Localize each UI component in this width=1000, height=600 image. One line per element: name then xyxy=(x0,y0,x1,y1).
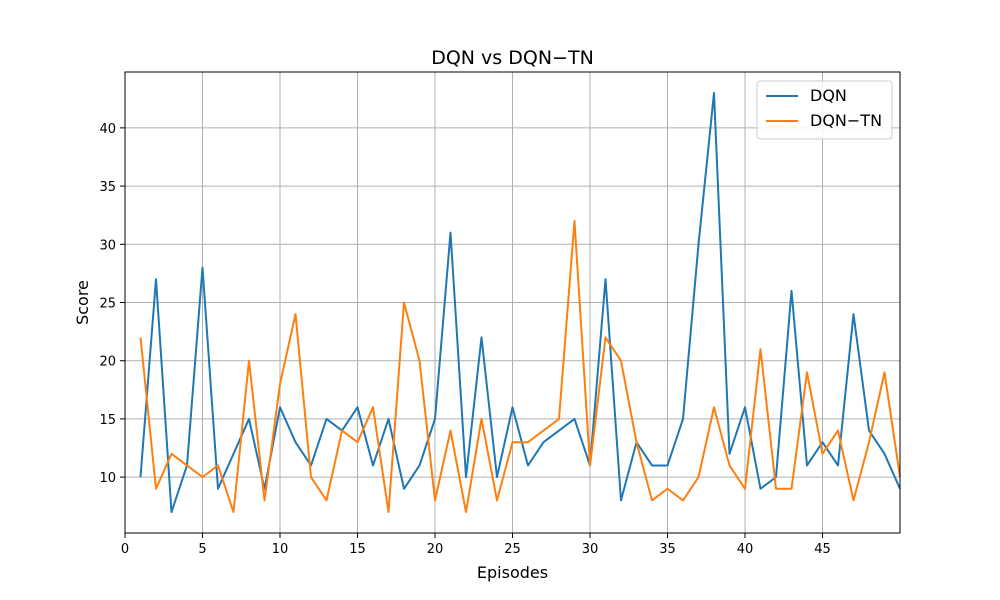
x-tick-label: 5 xyxy=(198,542,206,557)
x-tick-label: 25 xyxy=(504,542,521,557)
grid-lines xyxy=(124,72,900,533)
series-layer xyxy=(139,91,901,514)
x-tick-label: 30 xyxy=(582,542,599,557)
x-tick-label: 45 xyxy=(814,542,831,557)
y-tick-label: 30 xyxy=(99,238,116,253)
y-tick-label: 20 xyxy=(99,355,116,370)
legend: DQN DQN−TN xyxy=(756,80,893,140)
x-tick-label: 10 xyxy=(272,542,289,557)
y-tick-label: 40 xyxy=(99,122,116,137)
y-tick-label: 10 xyxy=(99,471,116,486)
x-tick-label: 0 xyxy=(121,542,129,557)
chart-title: DQN vs DQN−TN xyxy=(431,47,594,69)
y-tick-label: 25 xyxy=(99,297,116,312)
y-tick-label: 15 xyxy=(99,413,116,428)
y-tick-label: 35 xyxy=(99,180,116,195)
x-tick-label: 35 xyxy=(659,542,676,557)
series-line-dqn-tn xyxy=(139,220,901,514)
legend-label-dqn-tn: DQN−TN xyxy=(810,111,882,130)
x-tick-label: 15 xyxy=(349,542,366,557)
x-tick-label: 20 xyxy=(427,542,444,557)
legend-label-dqn: DQN xyxy=(810,86,847,105)
axis-ticks: 0 5 10 15 20 25 30 35 40 45 10 15 20 25 30 35 40 xyxy=(99,122,830,557)
x-axis-label: Episodes xyxy=(477,563,548,582)
x-tick-label: 40 xyxy=(737,542,754,557)
y-axis-label: Score xyxy=(73,280,92,325)
